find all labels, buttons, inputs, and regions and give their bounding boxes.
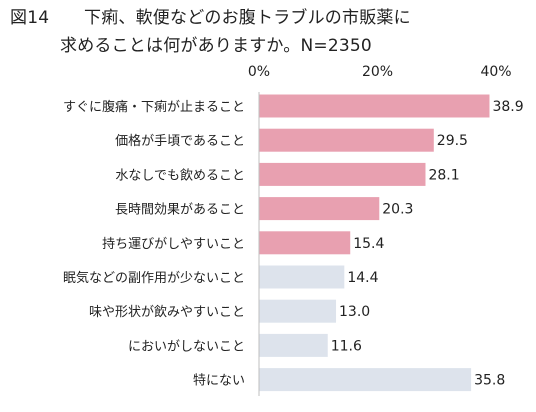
- value-label-1: 38.9: [492, 99, 523, 115]
- value-label-5: 15.4: [353, 236, 384, 252]
- value-label-9: 35.8: [474, 373, 505, 389]
- value-label-8: 11.6: [331, 338, 362, 354]
- value-label-7: 13.0: [339, 304, 370, 320]
- value-label-6: 14.4: [347, 270, 378, 286]
- bars: [259, 94, 490, 392]
- category-label-8: においがしないこと: [128, 339, 245, 354]
- x-tick-label-0: 0%: [248, 64, 270, 80]
- category-label-2: 価格が手頃であること: [115, 133, 245, 149]
- category-labels: すぐに腹痛・下痢が止まること価格が手頃であること水なしでも飲めること長時間効果が…: [63, 99, 245, 389]
- bar-1: [259, 94, 490, 118]
- value-labels: 38.9 29.5 28.1 20.3 15.4 14.4 13.0 11.6 35.8: [331, 99, 524, 389]
- chart-title-line2: 求めることは何がありますか。N=2350: [60, 36, 372, 56]
- value-label-4: 20.3: [382, 202, 413, 218]
- category-label-5: 持ち運びがしやすいこと: [102, 237, 245, 252]
- bar-6: [259, 265, 345, 289]
- chart-title: 図14 下痢、軟便などのお腹トラブルの市販薬に 求めることは何がありますか。N=2…: [10, 4, 530, 60]
- bar-5: [259, 231, 351, 255]
- category-label-9: 特にない: [193, 374, 245, 389]
- category-label-1: すぐに腹痛・下痢が止まること: [63, 99, 245, 115]
- category-label-3: 水なしでも飲めること: [115, 167, 245, 183]
- category-label-4: 長時間効果があること: [115, 203, 245, 218]
- bar-4: [259, 197, 380, 221]
- x-tick-label-40: 40%: [480, 64, 511, 80]
- value-label-2: 29.5: [437, 133, 468, 149]
- x-tick-label-20: 20%: [362, 64, 393, 80]
- bar-3: [259, 162, 426, 186]
- figure-label: 図14: [10, 8, 50, 28]
- category-label-7: 味や形状が飲みやすいこと: [89, 304, 245, 320]
- x-axis-ticks: 0% 20% 40%: [248, 64, 512, 80]
- value-label-3: 28.1: [428, 167, 459, 183]
- bar-8: [259, 333, 328, 357]
- chart-title-line1: 図14 下痢、軟便などのお腹トラブルの市販薬に: [10, 4, 530, 32]
- title-text-line1: 下痢、軟便などのお腹トラブルの市販薬に: [84, 8, 411, 28]
- bar-9: [259, 368, 472, 392]
- category-label-6: 眠気などの副作用が少ないこと: [63, 270, 245, 286]
- bar-2: [259, 128, 434, 152]
- bar-7: [259, 299, 337, 323]
